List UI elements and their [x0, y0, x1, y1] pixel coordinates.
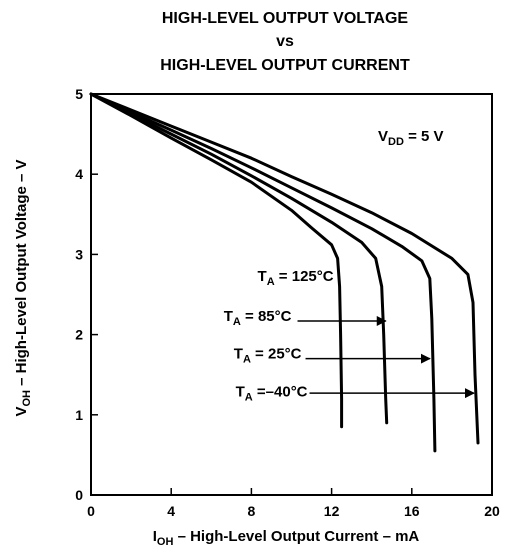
series-line-1 — [89, 92, 389, 425]
x-axis-label: IOH – High-Level Output Current – mA — [153, 528, 420, 548]
series-label-1: TA = 85°C — [224, 308, 292, 328]
plot-area-frame — [90, 93, 493, 496]
x-tick-label: 12 — [324, 503, 340, 519]
series-curves — [89, 92, 480, 453]
y-tick-label: 2 — [75, 327, 83, 343]
x-tick-label: 8 — [248, 503, 256, 519]
y-axis-label: VOH – High-Level Output Voltage – V — [13, 159, 33, 416]
series-line-0 — [89, 92, 344, 429]
x-tick-label: 4 — [167, 503, 175, 519]
x-tick-label: 20 — [484, 503, 500, 519]
title-line-3: HIGH-LEVEL OUTPUT CURRENT — [160, 57, 410, 74]
series-label-0: TA = 125°C — [258, 268, 334, 288]
y-tick-label: 4 — [75, 166, 83, 182]
x-axis-ticks: 0 4 8 12 16 20 — [87, 488, 500, 519]
y-tick-label: 0 — [75, 487, 83, 503]
y-tick-label: 5 — [75, 86, 83, 102]
y-axis-ticks: 0 1 2 3 4 5 — [75, 86, 98, 503]
title-line-1: HIGH-LEVEL OUTPUT VOLTAGE — [162, 10, 409, 27]
series-labels: TA = 125°C TA = 85°C TA = 25°C TA =–40°C — [224, 268, 475, 403]
series-label-2: TA = 25°C — [234, 346, 302, 366]
y-tick-label: 1 — [75, 407, 83, 423]
title-line-2: vs — [276, 33, 294, 50]
series-label-3: TA =–40°C — [236, 383, 308, 403]
x-tick-label: 0 — [87, 503, 95, 519]
y-tick-label: 3 — [75, 246, 83, 262]
chart-title: HIGH-LEVEL OUTPUT VOLTAGE vs HIGH-LEVEL … — [160, 10, 410, 74]
series-line-3 — [89, 92, 480, 445]
x-tick-label: 16 — [404, 503, 420, 519]
vdd-annotation: VDD = 5 V — [378, 128, 444, 148]
series-line-2 — [89, 92, 437, 453]
